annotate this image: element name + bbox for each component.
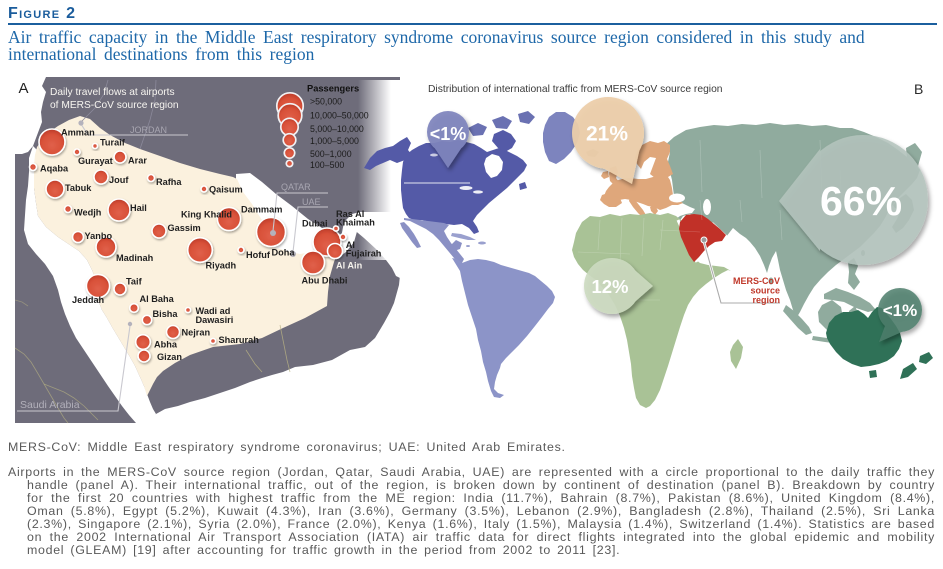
svg-text:Saudi Arabia: Saudi Arabia [20,399,80,411]
svg-text:Passengers: Passengers [307,84,359,94]
svg-text:Khaimah: Khaimah [336,218,375,228]
svg-text:Daily travel flows at airports: Daily travel flows at airports [50,87,175,98]
svg-text:Amman: Amman [61,128,95,138]
svg-text:region: region [752,295,780,305]
svg-text:Taif: Taif [126,277,143,287]
svg-text:Riyadh: Riyadh [206,261,237,271]
svg-text:Dammam: Dammam [241,205,282,215]
svg-text:Doha: Doha [272,248,296,258]
svg-text:Gassim: Gassim [168,223,201,233]
svg-text:MERS-CoV: MERS-CoV [733,276,780,286]
svg-text:Al Ain: Al Ain [336,261,363,271]
svg-text:Jeddah: Jeddah [72,295,105,305]
svg-text:<1%: <1% [430,124,467,144]
svg-text:21%: 21% [586,123,628,146]
svg-text:<1%: <1% [883,301,918,320]
svg-text:Arar: Arar [128,156,147,166]
svg-text:Al Baha: Al Baha [140,294,175,304]
svg-text:100–500: 100–500 [310,160,344,170]
svg-text:UAE: UAE [302,197,321,207]
svg-text:Abha: Abha [154,340,178,350]
svg-text:Yanbo: Yanbo [85,231,113,241]
svg-text:5,000–10,000: 5,000–10,000 [310,124,364,134]
svg-text:Fujairah: Fujairah [346,249,382,259]
svg-text:10,000–50,000: 10,000–50,000 [310,110,369,120]
svg-text:Dubai: Dubai [302,219,328,229]
svg-text:Aqaba: Aqaba [40,164,69,174]
svg-text:12%: 12% [591,276,628,297]
svg-text:Al: Al [346,240,355,250]
svg-text:source: source [750,286,780,296]
svg-text:King Khalid: King Khalid [181,210,232,220]
svg-text:JORDAN: JORDAN [130,125,167,135]
svg-text:66%: 66% [820,178,902,224]
svg-text:500–1,000: 500–1,000 [310,149,352,159]
svg-text:Dawasiri: Dawasiri [196,315,234,325]
svg-text:Distribution of international: Distribution of international traffic fr… [428,84,723,95]
svg-text:Jouf: Jouf [109,175,129,185]
svg-text:>50,000: >50,000 [310,97,342,107]
svg-text:of MERS-CoV source region: of MERS-CoV source region [50,100,179,111]
svg-text:Ras Al: Ras Al [336,209,364,219]
svg-text:Wadi ad: Wadi ad [196,306,231,316]
svg-text:Tabuk: Tabuk [65,183,92,193]
svg-text:Rafha: Rafha [156,177,182,187]
svg-text:Turaif: Turaif [100,138,126,148]
svg-text:1,000–5,000: 1,000–5,000 [310,136,359,146]
svg-text:Hofuf: Hofuf [246,250,271,260]
svg-text:Wedjh: Wedjh [74,208,102,218]
svg-text:Bisha: Bisha [153,309,179,319]
svg-text:A: A [19,80,29,97]
svg-text:Nejran: Nejran [182,328,211,338]
svg-text:Qaisum: Qaisum [209,185,243,195]
svg-text:QATAR: QATAR [281,182,311,192]
svg-text:Sharurah: Sharurah [219,335,260,345]
svg-text:Madinah: Madinah [116,253,154,263]
svg-text:Abu Dhabi: Abu Dhabi [302,276,348,286]
svg-text:B: B [914,81,923,97]
svg-text:Gurayat: Gurayat [78,156,113,166]
svg-text:Gizan: Gizan [157,352,182,362]
svg-text:Hail: Hail [130,203,147,213]
